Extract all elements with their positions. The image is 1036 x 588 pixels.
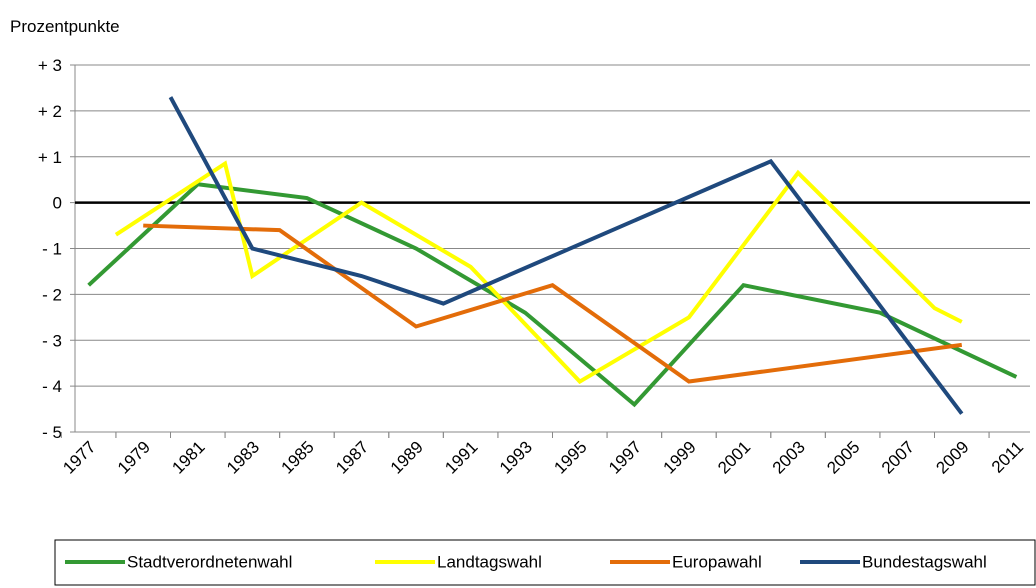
legend-label: Bundestagswahl	[862, 552, 987, 571]
legend-label: Landtagswahl	[437, 552, 542, 571]
y-tick-label: + 1	[38, 148, 62, 167]
y-tick-label: - 4	[42, 377, 62, 396]
y-tick-label: - 3	[42, 331, 62, 350]
x-tick-label: 1985	[278, 437, 318, 477]
y-tick-label: + 2	[38, 102, 62, 121]
x-tick-label: 1993	[496, 437, 536, 477]
x-tick-label: 2003	[769, 437, 809, 477]
series-line	[87, 182, 1018, 408]
x-tick-label: 2001	[714, 437, 754, 477]
y-tick-label: + 3	[38, 56, 62, 75]
series-line	[168, 96, 964, 415]
y-tick-label: - 2	[42, 285, 62, 304]
x-tick-label: 1987	[332, 437, 372, 477]
x-tick-label: 1989	[387, 437, 427, 477]
x-tick-label: 1991	[441, 437, 481, 477]
x-tick-label: 1999	[660, 437, 700, 477]
x-tick-label: 1981	[168, 437, 208, 477]
legend-box	[54, 539, 1036, 586]
x-tick-label: 1977	[59, 437, 99, 477]
series-line	[114, 160, 963, 385]
y-tick-label: - 1	[42, 240, 62, 259]
legend-label: Stadtverordnetenwahl	[127, 552, 292, 571]
y-tick-label: - 5	[42, 423, 62, 442]
legend-label: Europawahl	[672, 552, 762, 571]
x-tick-label: 1979	[114, 437, 154, 477]
x-tick-label: 1995	[550, 437, 590, 477]
x-tick-label: 2005	[823, 437, 863, 477]
x-tick-label: 1997	[605, 437, 645, 477]
x-tick-label: 2011	[988, 437, 1027, 476]
x-tick-label: 2009	[932, 437, 972, 477]
y-tick-label: 0	[53, 194, 62, 213]
x-tick-label: 1983	[223, 437, 263, 477]
series-line	[143, 223, 963, 384]
x-tick-label: 2007	[878, 437, 918, 477]
y-axis-label: Prozentpunkte	[10, 17, 120, 36]
